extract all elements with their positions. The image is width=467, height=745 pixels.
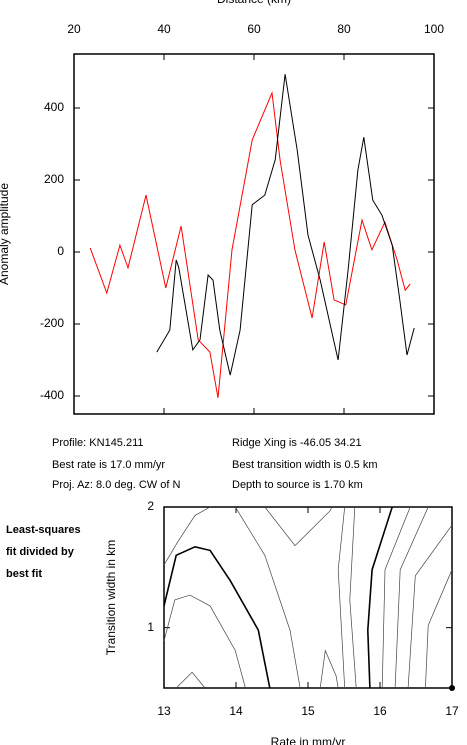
x-tick-label: 14	[229, 704, 243, 718]
annotation: fit divided by	[6, 546, 75, 558]
contour-line	[349, 506, 357, 689]
data-line	[156, 74, 415, 376]
contour-line	[235, 506, 301, 689]
annotation: best fit	[6, 568, 42, 580]
y-tick-label: -200	[40, 316, 64, 330]
contour-line	[407, 524, 453, 689]
x-tick-label: 16	[373, 704, 387, 718]
y-tick-label: 1	[147, 620, 154, 634]
info-text: Proj. Az: 8.0 deg. CW of N	[52, 479, 180, 491]
plot-frame	[73, 53, 435, 415]
info-text: Best rate is 17.0 mm/yr	[52, 459, 165, 471]
contour-line	[163, 594, 246, 689]
contour-line	[264, 506, 333, 547]
data-line	[89, 90, 411, 398]
contour-line	[163, 506, 211, 566]
x-tick-label: 15	[301, 704, 315, 718]
contour-line	[163, 545, 271, 689]
contour-line	[319, 649, 339, 689]
contour-line	[366, 506, 393, 689]
y-tick-label: 200	[44, 172, 64, 186]
x-tick-label: 40	[157, 22, 171, 36]
x-tick-label: 20	[67, 22, 81, 36]
y-axis-title: Anomaly amplitude	[0, 183, 11, 285]
x-tick-label: 60	[247, 22, 261, 36]
annotation: Least-squares	[6, 524, 81, 536]
x-tick-label: 100	[424, 22, 444, 36]
y-axis-title: Transition width in km	[104, 540, 118, 656]
y-tick-label: 2	[147, 499, 154, 513]
contour-line	[175, 671, 206, 689]
y-tick-label: 400	[44, 100, 64, 114]
x-tick-label: 13	[157, 704, 171, 718]
plot-frame	[163, 506, 453, 689]
x-axis-title: Rate in mm/yr	[271, 735, 346, 745]
info-text: Best transition width is 0.5 km	[232, 459, 378, 471]
y-tick-label: -400	[40, 388, 64, 402]
x-axis-title: Distance (km)	[217, 0, 291, 6]
y-tick-label: 0	[57, 244, 64, 258]
contour-line	[425, 569, 453, 689]
info-text: Ridge Xing is -46.05 34.21	[232, 437, 362, 449]
x-tick-label: 80	[337, 22, 351, 36]
contour-line	[381, 506, 411, 689]
x-tick-label: 17	[445, 704, 459, 718]
contour-line	[337, 506, 346, 689]
contour-line	[394, 506, 429, 689]
best-fit-marker	[449, 685, 455, 691]
info-text: Profile: KN145.211	[52, 437, 144, 449]
info-text: Depth to source is 1.70 km	[232, 479, 363, 491]
